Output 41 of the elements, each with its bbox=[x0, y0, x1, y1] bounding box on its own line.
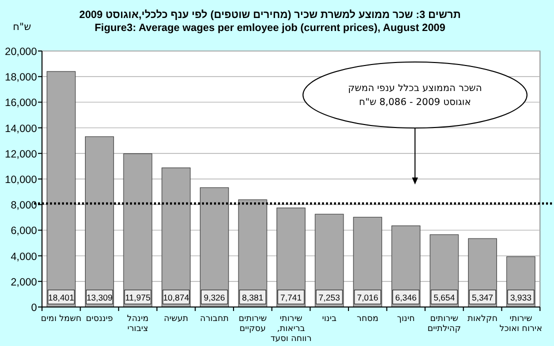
data-label: 13,309 bbox=[86, 292, 113, 302]
x-tick-label: מינהל ציבורי bbox=[127, 314, 149, 334]
data-label: 5,347 bbox=[472, 292, 494, 302]
data-label: 8,381 bbox=[242, 292, 264, 302]
x-tick-label: בינוי bbox=[322, 314, 337, 324]
y-tick-label: 8,000 bbox=[10, 200, 38, 212]
x-tick-label: שירותי בריאות, רווחה וסעד bbox=[270, 314, 312, 344]
x-tick-label: חינוך bbox=[397, 314, 415, 324]
data-label: 3,933 bbox=[510, 292, 532, 302]
data-label: 18,401 bbox=[48, 292, 74, 302]
data-label: 6,346 bbox=[395, 292, 417, 302]
data-label: 9,326 bbox=[204, 292, 226, 302]
data-label: 7,016 bbox=[356, 292, 379, 302]
x-tick-label: שירותי אירוח ואוכל bbox=[500, 314, 542, 334]
data-label: 11,975 bbox=[125, 292, 151, 302]
data-label: 7,741 bbox=[280, 292, 302, 302]
y-tick-label: 4,000 bbox=[10, 250, 38, 263]
y-tick-label: 18,000 bbox=[4, 72, 38, 84]
y-tick-label: 2,000 bbox=[10, 276, 38, 288]
x-tick-label: תחבורה bbox=[200, 314, 229, 324]
x-tick-label: שירותים קהילתיים bbox=[428, 314, 461, 334]
x-tick-label: שירותים עסקיים bbox=[238, 314, 267, 334]
chart-title: תרשים 3: שכר ממוצע למשרת שכיר (מחירים שוטפים) לפי ענף כלכלי,אוגוסט 2009 bbox=[79, 9, 461, 21]
x-tick-label: מסחר bbox=[356, 314, 378, 324]
y-axis-title: ש"ח bbox=[12, 22, 32, 33]
y-tick-label: 0 bbox=[31, 302, 38, 314]
data-label: 7,253 bbox=[318, 292, 340, 302]
chart-subtitle: Figure3: Average wages per emloyee job (current prices), August 2009 bbox=[94, 22, 446, 34]
x-tick-label: חקלאות bbox=[468, 314, 498, 324]
y-tick-label: 12,000 bbox=[4, 148, 38, 160]
x-tick-label: חשמל ומים bbox=[40, 314, 82, 324]
y-tick-label: 16,000 bbox=[4, 97, 38, 110]
x-tick-label: פיננסים bbox=[86, 314, 113, 324]
ref-line-label: השכר הממוצע בכלל ענפי המשק אוגוסט 2009 - 8,086 ש"ח bbox=[348, 83, 482, 108]
y-tick-label: 6,000 bbox=[10, 225, 38, 238]
y-tick-label: 10,000 bbox=[4, 174, 38, 186]
data-label: 5,654 bbox=[434, 292, 456, 302]
y-tick-label: 14,000 bbox=[4, 122, 38, 135]
data-label: 10,874 bbox=[163, 292, 190, 302]
x-tick-label: תעשיה bbox=[164, 314, 188, 324]
y-tick-label: 20,000 bbox=[4, 46, 38, 58]
